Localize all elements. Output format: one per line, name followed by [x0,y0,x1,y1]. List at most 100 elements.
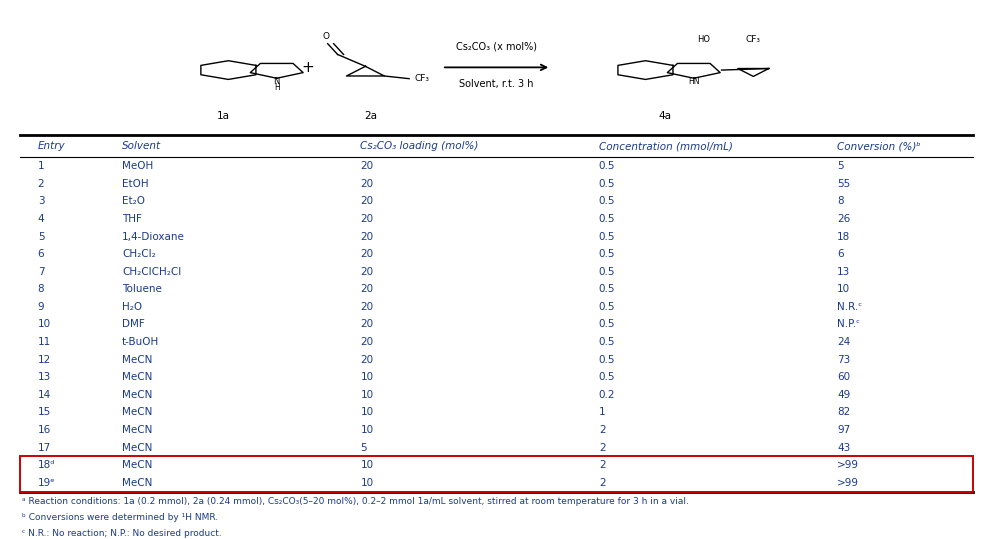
Text: 13: 13 [38,372,51,382]
Text: Concentration (mmol/mL): Concentration (mmol/mL) [599,141,733,151]
Text: CH₂Cl₂: CH₂Cl₂ [122,249,156,259]
Text: Solvent: Solvent [122,141,161,151]
Text: MeCN: MeCN [122,372,153,382]
Text: 20: 20 [360,232,373,241]
Text: 0.5: 0.5 [599,232,616,241]
Text: 24: 24 [837,337,850,347]
Text: 20: 20 [360,161,373,171]
Text: MeCN: MeCN [122,355,153,365]
Text: 2: 2 [599,460,606,470]
Text: 0.5: 0.5 [599,161,616,171]
Text: O: O [322,32,330,40]
Text: 49: 49 [837,390,850,400]
Text: MeCN: MeCN [122,407,153,417]
Text: THF: THF [122,214,142,224]
Text: 20: 20 [360,302,373,312]
Text: Entry: Entry [38,141,66,151]
Text: 17: 17 [38,443,51,453]
Text: +: + [302,60,314,75]
Text: 10: 10 [360,478,373,488]
Text: 6: 6 [38,249,45,259]
Text: 0.5: 0.5 [599,337,616,347]
Text: 20: 20 [360,196,373,206]
Text: 0.5: 0.5 [599,284,616,294]
Text: 1a: 1a [216,111,230,121]
Text: 20: 20 [360,214,373,224]
Text: 0.5: 0.5 [599,320,616,329]
Text: 20: 20 [360,355,373,365]
Text: 20: 20 [360,320,373,329]
Text: H: H [274,83,280,92]
Text: 60: 60 [837,372,850,382]
Text: 0.5: 0.5 [599,355,616,365]
Text: CF₃: CF₃ [414,74,429,83]
Text: 97: 97 [837,425,850,435]
Text: 10: 10 [360,460,373,470]
Text: 20: 20 [360,284,373,294]
Text: 10: 10 [360,390,373,400]
Text: 0.5: 0.5 [599,302,616,312]
Text: MeCN: MeCN [122,443,153,453]
Text: 5: 5 [360,443,367,453]
Text: 20: 20 [360,179,373,189]
Bar [20,457,973,492]
Text: MeCN: MeCN [122,460,153,470]
Text: 0.5: 0.5 [599,372,616,382]
Text: 18: 18 [837,232,850,241]
Text: N: N [273,77,280,86]
Text: 10: 10 [38,320,51,329]
Text: HN: HN [688,77,699,86]
Text: 18ᵈ: 18ᵈ [38,460,56,470]
Text: 0.5: 0.5 [599,267,616,277]
Text: 0.5: 0.5 [599,196,616,206]
Text: 20: 20 [360,249,373,259]
Text: MeOH: MeOH [122,161,153,171]
Text: 0.5: 0.5 [599,249,616,259]
Text: CH₂ClCH₂Cl: CH₂ClCH₂Cl [122,267,182,277]
Text: 0.5: 0.5 [599,179,616,189]
Text: 1: 1 [599,407,606,417]
Text: ᵃ Reaction conditions: 1a (0.2 mmol), 2a (0.24 mmol), Cs₂CO₃(5–20 mol%), 0.2–2 m: ᵃ Reaction conditions: 1a (0.2 mmol), 2a… [22,497,689,506]
Text: 1,4-Dioxane: 1,4-Dioxane [122,232,185,241]
Text: 7: 7 [38,267,45,277]
Text: 14: 14 [38,390,51,400]
Text: 2: 2 [38,179,45,189]
Text: 15: 15 [38,407,51,417]
Text: 6: 6 [837,249,844,259]
Text: Cs₂CO₃ (x mol%): Cs₂CO₃ (x mol%) [456,42,537,52]
Text: 2: 2 [599,478,606,488]
Text: >99: >99 [837,478,859,488]
Text: 55: 55 [837,179,850,189]
Text: HO: HO [697,34,710,44]
Text: 4a: 4a [658,111,672,121]
Text: ᵇ Conversions were determined by ¹H NMR.: ᵇ Conversions were determined by ¹H NMR. [22,513,218,522]
Text: EtOH: EtOH [122,179,149,189]
Text: 4: 4 [38,214,45,224]
Text: Conversion (%)ᵇ: Conversion (%)ᵇ [837,141,921,151]
Text: 0.2: 0.2 [599,390,616,400]
Text: 20: 20 [360,267,373,277]
Text: ᶜ N.R.: No reaction; N.P.: No desired product.: ᶜ N.R.: No reaction; N.P.: No desired pr… [22,529,221,538]
Text: 10: 10 [360,407,373,417]
Text: t-BuOH: t-BuOH [122,337,160,347]
Text: 12: 12 [38,355,51,365]
Text: 20: 20 [360,337,373,347]
Text: 9: 9 [38,302,45,312]
Text: 10: 10 [360,425,373,435]
Text: 11: 11 [38,337,51,347]
Text: MeCN: MeCN [122,425,153,435]
Text: MeCN: MeCN [122,478,153,488]
Text: 43: 43 [837,443,850,453]
Text: 5: 5 [837,161,844,171]
Text: 3: 3 [38,196,45,206]
Text: N.P.ᶜ: N.P.ᶜ [837,320,860,329]
Text: 0.5: 0.5 [599,214,616,224]
Text: Cs₂CO₃ loading (mol%): Cs₂CO₃ loading (mol%) [360,141,479,151]
Text: 2: 2 [599,443,606,453]
Text: N.R.ᶜ: N.R.ᶜ [837,302,862,312]
Text: Toluene: Toluene [122,284,162,294]
Text: 5: 5 [38,232,45,241]
Text: 2a: 2a [363,111,377,121]
Text: H₂O: H₂O [122,302,142,312]
Text: MeCN: MeCN [122,390,153,400]
